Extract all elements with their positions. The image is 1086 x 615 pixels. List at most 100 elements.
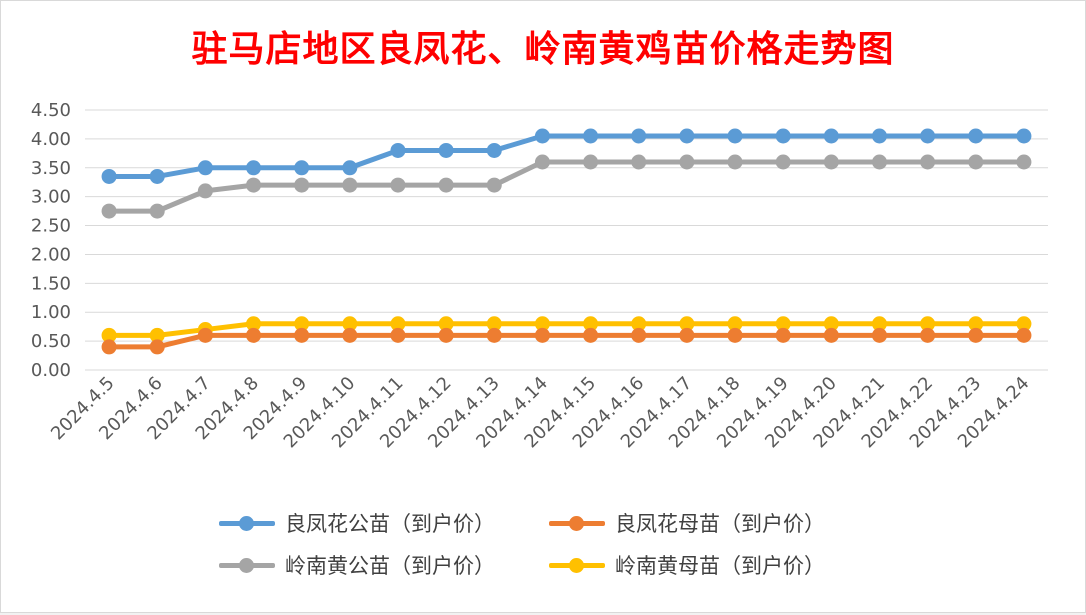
data-point: [679, 316, 695, 332]
data-point: [727, 327, 743, 343]
series-line: [106, 159, 1027, 214]
data-point: [631, 154, 647, 170]
y-tick-label: 0.00: [31, 360, 71, 381]
series-line: [106, 133, 1027, 179]
data-point: [583, 154, 599, 170]
data-point: [679, 154, 695, 170]
data-point: [197, 183, 213, 199]
data-point: [486, 142, 502, 158]
series-1: [101, 327, 1032, 355]
data-point: [149, 203, 165, 219]
data-point: [101, 203, 117, 219]
legend-label: 岭南黄公苗（到户价）: [285, 554, 495, 578]
data-point: [583, 316, 599, 332]
legend-item: 岭南黄公苗（到户价）: [215, 552, 545, 578]
data-point: [197, 327, 213, 343]
data-point: [871, 128, 887, 144]
data-point: [438, 142, 454, 158]
data-point: [631, 327, 647, 343]
data-point: [246, 160, 262, 176]
data-point: [1016, 154, 1032, 170]
data-point: [583, 128, 599, 144]
data-point: [871, 316, 887, 332]
data-point: [197, 160, 213, 176]
data-point: [920, 316, 936, 332]
data-point: [631, 128, 647, 144]
data-point: [390, 142, 406, 158]
chart-title: 驻马店地区良凤花、岭南黄鸡苗价格走势图: [191, 28, 895, 70]
series-2: [101, 154, 1032, 219]
data-point: [342, 327, 358, 343]
legend-swatch-2: [215, 553, 279, 577]
data-point: [149, 339, 165, 355]
data-point: [968, 327, 984, 343]
data-point: [294, 160, 310, 176]
data-point: [246, 177, 262, 193]
data-point: [1016, 128, 1032, 144]
y-tick-label: 4.50: [31, 100, 71, 121]
series-line: [106, 321, 1027, 338]
data-point: [342, 160, 358, 176]
data-point: [294, 327, 310, 343]
data-point: [294, 177, 310, 193]
data-point: [101, 339, 117, 355]
y-tick-label: 0.50: [31, 331, 71, 352]
legend-label: 岭南黄母苗（到户价）: [615, 554, 825, 578]
data-point: [775, 316, 791, 332]
y-tick-label: 3.00: [31, 187, 71, 208]
data-point: [246, 327, 262, 343]
data-point: [534, 327, 550, 343]
data-point: [823, 316, 839, 332]
legend-swatch-0: [215, 511, 279, 535]
legend-label: 良凤花公苗（到户价）: [285, 512, 495, 536]
legend-swatch-3: [545, 553, 609, 577]
data-point: [727, 128, 743, 144]
data-point: [534, 128, 550, 144]
data-point: [390, 177, 406, 193]
data-point: [1016, 327, 1032, 343]
data-point: [294, 316, 310, 332]
data-point: [101, 327, 117, 343]
data-point: [968, 316, 984, 332]
data-point: [968, 154, 984, 170]
data-point: [871, 327, 887, 343]
data-point: [583, 327, 599, 343]
data-point: [823, 327, 839, 343]
data-point: [342, 177, 358, 193]
legend-item: 良凤花母苗（到户价）: [545, 510, 875, 536]
data-point: [920, 327, 936, 343]
y-tick-label: 1.50: [31, 273, 71, 294]
legend: 良凤花公苗（到户价） 良凤花母苗（到户价） 岭南黄公苗（到户价） 岭南黄母苗（到…: [215, 510, 895, 578]
data-point: [486, 316, 502, 332]
data-point: [775, 154, 791, 170]
data-point: [101, 168, 117, 184]
data-point: [679, 327, 695, 343]
gridlines: [85, 109, 1048, 371]
x-axis-ticks: 2024.4.52024.4.62024.4.72024.4.82024.4.9…: [47, 373, 1033, 453]
data-point: [534, 316, 550, 332]
data-point: [438, 327, 454, 343]
data-point: [390, 327, 406, 343]
y-tick-label: 1.00: [31, 302, 71, 323]
data-point: [486, 327, 502, 343]
data-point: [486, 177, 502, 193]
series-0: [101, 128, 1032, 184]
legend-label: 良凤花母苗（到户价）: [615, 512, 825, 536]
data-point: [679, 128, 695, 144]
data-point: [149, 327, 165, 343]
data-point: [342, 316, 358, 332]
data-point: [920, 154, 936, 170]
data-point: [534, 154, 550, 170]
legend-item: 良凤花公苗（到户价）: [215, 510, 545, 536]
data-point: [727, 154, 743, 170]
y-tick-label: 3.50: [31, 158, 71, 179]
data-point: [968, 128, 984, 144]
data-point: [438, 177, 454, 193]
legend-swatch-1: [545, 511, 609, 535]
series-line: [106, 332, 1027, 350]
data-point: [390, 316, 406, 332]
data-point: [871, 154, 887, 170]
y-tick-label: 4.00: [31, 129, 71, 150]
